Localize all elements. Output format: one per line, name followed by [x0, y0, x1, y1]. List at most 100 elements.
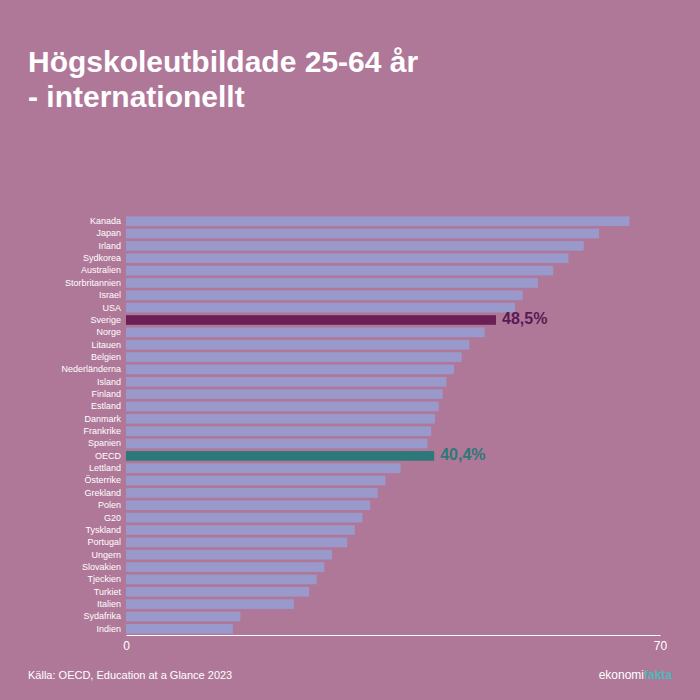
y-tick-label: Irland	[98, 241, 121, 251]
y-tick-label: Turkiet	[94, 587, 122, 597]
y-tick: USA	[102, 303, 126, 313]
y-tick: G20	[104, 513, 126, 523]
y-tick: Island	[97, 377, 126, 387]
y-tick-label: G20	[104, 513, 121, 523]
annotations: 48,5%40,4%	[440, 310, 547, 463]
bar	[126, 439, 427, 449]
bar	[126, 340, 469, 350]
y-tick: Sydafrika	[83, 611, 126, 621]
y-tick: Litauen	[91, 340, 126, 350]
y-tick: Indien	[96, 624, 126, 634]
x-axis: 070	[123, 635, 667, 653]
bar	[126, 476, 385, 486]
y-tick: Australien	[81, 265, 126, 275]
chart: Högskoleutbildade 25-64 år- internatione…	[0, 0, 700, 700]
y-tick-label: Nederländerna	[61, 364, 121, 374]
bar	[126, 229, 599, 239]
bar	[126, 352, 462, 362]
y-tick: Turkiet	[94, 587, 126, 597]
bar	[126, 525, 355, 535]
x-tick-label: 0	[123, 639, 130, 653]
y-tick-label: Ungern	[91, 550, 121, 560]
y-tick: Estland	[91, 401, 126, 411]
y-tick-label: Japan	[96, 228, 121, 238]
bar	[126, 414, 435, 424]
y-tick-label: Sverige	[90, 315, 121, 325]
y-tick: OECD	[95, 451, 126, 461]
y-tick-label: Storbritannien	[65, 278, 121, 288]
y-tick: Frankrike	[83, 426, 126, 436]
y-tick-label: Israel	[99, 290, 121, 300]
source: Källa: OECD, Education at a Glance 2023	[28, 669, 232, 681]
y-tick-label: Finland	[91, 389, 121, 399]
bar	[126, 463, 401, 473]
bar	[126, 266, 553, 276]
y-tick-label: Grekland	[84, 488, 121, 498]
y-tick: Lettland	[89, 463, 126, 473]
x-tick: 0	[123, 635, 130, 653]
bar	[126, 624, 233, 634]
y-tick: Storbritannien	[65, 278, 126, 288]
y-tick-label: Polen	[98, 500, 121, 510]
y-tick: Japan	[96, 228, 126, 238]
y-tick: Ungern	[91, 550, 126, 560]
y-tick: Grekland	[84, 488, 126, 498]
y-tick-label: Spanien	[88, 438, 121, 448]
y-tick-label: Estland	[91, 401, 121, 411]
y-tick: Österrike	[84, 475, 126, 485]
y-tick-label: Island	[97, 377, 121, 387]
y-tick-label: Tjeckien	[87, 574, 121, 584]
y-tick-label: Slovakien	[82, 562, 121, 572]
bar	[126, 612, 240, 622]
bars	[126, 216, 629, 633]
y-tick: Kanada	[90, 216, 126, 226]
bar	[126, 328, 485, 338]
title: Högskoleutbildade 25-64 år- internatione…	[28, 45, 418, 113]
bar	[126, 377, 446, 387]
y-tick-label: Lettland	[89, 463, 121, 473]
y-tick: Sverige	[90, 315, 126, 325]
bar	[126, 587, 309, 597]
bar	[126, 253, 568, 263]
y-tick: Norge	[96, 327, 126, 337]
bar	[126, 426, 431, 436]
y-tick-label: OECD	[95, 451, 122, 461]
bar	[126, 500, 370, 510]
y-tick: Tjeckien	[87, 574, 126, 584]
annotation: 48,5%	[502, 310, 547, 327]
y-tick-label: Italien	[97, 599, 121, 609]
bar	[126, 575, 317, 585]
plot: Kanada Japan Irland Sydkorea Australien Storb…	[61, 216, 667, 653]
bar	[126, 241, 584, 251]
y-tick-label: Tyskland	[85, 525, 121, 535]
y-tick-label: Norge	[96, 327, 121, 337]
y-tick: Belgien	[91, 352, 126, 362]
bar	[126, 451, 434, 461]
y-tick: Irland	[98, 241, 126, 251]
bar	[126, 389, 443, 399]
x-axis-line	[127, 635, 661, 636]
bar	[126, 599, 294, 609]
bar	[126, 303, 515, 313]
y-tick-label: Belgien	[91, 352, 121, 362]
y-tick-label: Portugal	[87, 537, 121, 547]
y-tick: Slovakien	[82, 562, 126, 572]
y-tick: Portugal	[87, 537, 126, 547]
y-tick: Italien	[97, 599, 126, 609]
y-tick: Israel	[99, 290, 126, 300]
y-tick: Polen	[98, 500, 126, 510]
y-tick: Danmark	[84, 414, 126, 424]
bar	[126, 216, 629, 226]
y-axis-line	[126, 216, 127, 636]
y-tick: Sydkorea	[83, 253, 126, 263]
background	[0, 0, 700, 700]
y-tick-label: Frankrike	[83, 426, 121, 436]
bar	[126, 315, 496, 325]
bar	[126, 513, 362, 523]
bar	[126, 278, 538, 288]
bar	[126, 488, 378, 498]
y-tick: Spanien	[88, 438, 126, 448]
logo-part: ekonomi	[599, 668, 644, 682]
y-tick-label: Sydafrika	[83, 611, 121, 621]
y-tick: Tyskland	[85, 525, 126, 535]
